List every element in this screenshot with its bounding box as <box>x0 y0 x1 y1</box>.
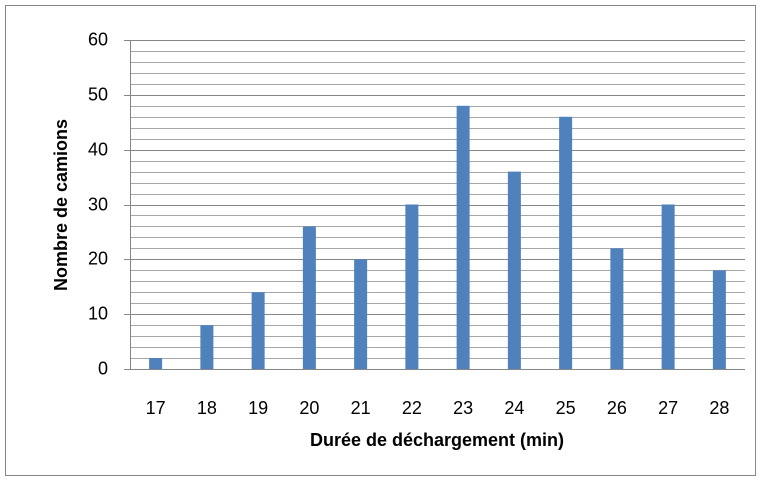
x-tick-label: 19 <box>248 398 268 418</box>
bar <box>661 204 675 369</box>
x-tick-label: 26 <box>607 398 627 418</box>
bar <box>149 358 163 369</box>
x-tick-label: 25 <box>556 398 576 418</box>
x-tick-label: 23 <box>453 398 473 418</box>
chart-border <box>5 5 756 476</box>
x-axis-title: Durée de déchargement (min) <box>310 430 564 450</box>
y-tick-label: 40 <box>88 139 108 159</box>
y-tick-label: 30 <box>88 194 108 214</box>
y-tick-label: 60 <box>88 29 108 49</box>
y-tick-label: 10 <box>88 303 108 323</box>
y-tick-label: 50 <box>88 84 108 104</box>
bar <box>507 171 521 369</box>
x-tick-label: 21 <box>351 398 371 418</box>
bar <box>302 226 316 369</box>
bar <box>456 105 470 370</box>
x-tick-label: 24 <box>504 398 524 418</box>
y-tick-label: 0 <box>98 358 108 378</box>
bar <box>559 116 573 370</box>
bar <box>251 292 265 369</box>
bar <box>354 259 368 369</box>
x-tick-label: 20 <box>299 398 319 418</box>
bar <box>712 270 726 369</box>
y-tick-label: 20 <box>88 248 108 268</box>
x-tick-label: 28 <box>709 398 729 418</box>
x-tick-label: 27 <box>658 398 678 418</box>
x-tick-label: 18 <box>197 398 217 418</box>
x-tick-label: 22 <box>402 398 422 418</box>
bar <box>200 325 214 369</box>
x-tick-label: 17 <box>146 398 166 418</box>
bar <box>405 204 419 369</box>
y-axis-title: Nombre de camions <box>51 119 71 291</box>
bar <box>610 248 624 369</box>
